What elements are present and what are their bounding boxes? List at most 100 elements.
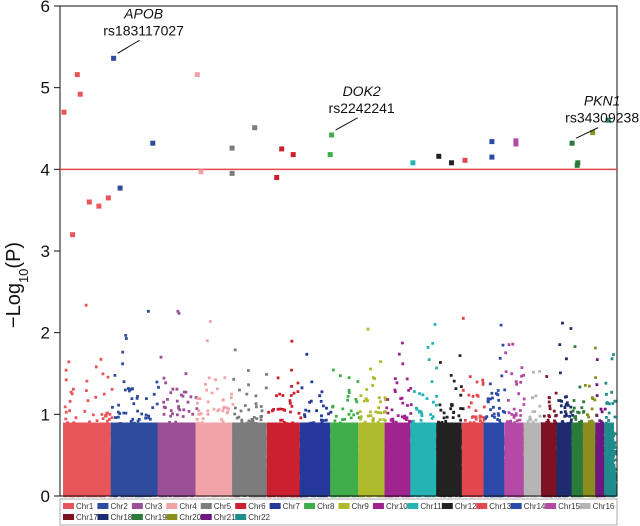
legend-swatch [235, 514, 247, 520]
legend-swatch [476, 503, 488, 509]
legend-swatch [131, 514, 143, 520]
legend-swatch [97, 514, 109, 520]
chromosome-points-chr19 [571, 345, 586, 498]
top-snp-point [290, 152, 296, 158]
legend-label: Chr10 [386, 502, 408, 511]
legend-swatch [579, 503, 591, 509]
legend-swatch [372, 503, 384, 509]
snp-base-band [195, 422, 233, 496]
top-snp-point [74, 72, 80, 78]
y-tick-label: 3 [41, 242, 50, 261]
legend-label: Chr16 [593, 502, 615, 511]
legend-swatch [407, 503, 419, 509]
y-tick-label: 6 [41, 0, 50, 16]
y-axis-label: −Log10(P) [3, 242, 31, 328]
top-snp-point [86, 199, 92, 205]
chromosome-points-chr10 [384, 341, 414, 498]
top-snp-point [61, 109, 67, 115]
annotation-gene: APOB [123, 5, 163, 21]
y-tick-label: 1 [41, 405, 50, 424]
legend-label: Chr21 [214, 513, 236, 522]
legend-label: Chr22 [248, 513, 270, 522]
snp-base-band [232, 422, 267, 496]
top-snp-point [410, 160, 416, 166]
snp-base-band [582, 422, 596, 496]
top-snp-point [274, 175, 280, 180]
annotation-snp: rs183117027 [103, 22, 184, 38]
legend-label: Chr18 [110, 513, 132, 522]
legend-label: Chr15 [558, 502, 580, 511]
chromosome-points-chr4 [195, 320, 235, 498]
legend-swatch [304, 503, 316, 509]
legend-label: Chr14 [524, 502, 546, 511]
chromosome-points-chr20 [582, 346, 598, 498]
top-snp-point [229, 145, 235, 151]
legend-swatch [545, 503, 557, 509]
top-snp-point [111, 55, 117, 61]
chromosome-points-chr12 [436, 354, 465, 498]
snp-base-band [63, 422, 111, 496]
legend-label: Chr19 [145, 513, 167, 522]
top-snp-point [513, 138, 519, 144]
chromosome-points-chr1 [63, 303, 114, 498]
snp-base-band [110, 422, 158, 496]
snp-base-band [595, 422, 605, 496]
legend-swatch [338, 503, 350, 509]
axis-layer: 0 1 2 3 4 5 6 [41, 0, 618, 506]
chromosome-points-chr2 [110, 309, 161, 498]
annotation-pointer [117, 39, 140, 54]
top-snp-point [150, 140, 156, 146]
snp-base-band [504, 422, 524, 496]
y-tick-label: 4 [41, 160, 50, 179]
snp-base-band [299, 422, 331, 496]
chromosome-points-chr5 [232, 348, 270, 498]
top-snp-point [327, 152, 333, 158]
top-snp-point [96, 203, 102, 209]
top-snp-point [449, 160, 454, 166]
chromosome-points-chr13 [461, 316, 487, 498]
legend-swatch [200, 514, 212, 520]
top-snp-point [489, 139, 495, 145]
highlight-layer [61, 55, 611, 238]
top-snp-point [489, 154, 495, 160]
chromosome-points-chr15 [504, 342, 527, 498]
top-snp-point [513, 141, 519, 147]
top-snp-point [229, 170, 235, 176]
annotation-gene: PKN1 [584, 93, 621, 109]
snp-base-band [556, 422, 572, 496]
chromosome-points-chr14 [483, 323, 507, 498]
snp-base-band [410, 422, 437, 496]
legend-swatch [131, 503, 143, 509]
top-snp-point [462, 157, 468, 163]
top-snp-point [252, 125, 258, 131]
snp-base-band [571, 422, 583, 496]
snp-base-band [541, 422, 557, 496]
y-tick-label: 5 [41, 79, 50, 98]
annotation-pointer [335, 117, 358, 131]
legend-label: Chr4 [179, 502, 197, 511]
annotation-pointer [575, 127, 599, 139]
legend-swatch [235, 503, 247, 509]
top-snp-point [436, 153, 442, 159]
legend-label: Chr8 [317, 502, 335, 511]
snp-base-band [157, 422, 196, 496]
legend-swatch [166, 514, 178, 520]
top-snp-point [105, 195, 111, 201]
top-snp-point [279, 146, 285, 152]
snp-base-band [523, 422, 542, 496]
legend-label: Chr9 [352, 502, 370, 511]
legend-label: Chr20 [179, 513, 201, 522]
points-layer [63, 303, 617, 498]
snp-base-band [358, 422, 385, 496]
y-tick-label: 0 [41, 487, 50, 506]
annotation-snp: rs2242241 [329, 100, 395, 116]
legend-swatch [200, 503, 212, 509]
legend-swatch [63, 503, 74, 509]
y-tick-label: 2 [41, 324, 50, 343]
snp-base-band [330, 422, 358, 496]
chromosome-points-chr7 [299, 352, 333, 498]
legend-label: Chr5 [214, 502, 232, 511]
chromosome-points-chr3 [157, 309, 199, 498]
